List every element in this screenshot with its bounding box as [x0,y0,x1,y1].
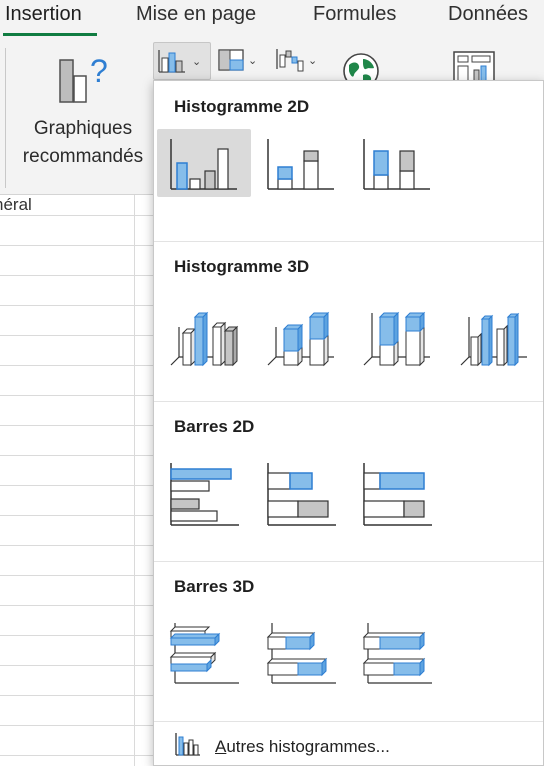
more-column-charts-label: Autres histogrammes... [215,737,390,757]
stacked-column-option[interactable] [254,129,348,197]
clustered-bar-option[interactable] [157,459,251,527]
section-divider [154,721,543,722]
waterfall-chart-icon [276,49,304,72]
3d-100-stacked-column-icon [363,311,430,367]
tab-mise-en-page[interactable]: Mise en page [136,3,257,25]
insert-waterfall-chart-dropdown[interactable]: ⌄ [272,42,322,78]
3d-stacked-column-option[interactable] [254,301,348,369]
3d-100-stacked-bar-icon [362,623,432,684]
3d-column-option[interactable] [447,301,541,369]
chevron-down-icon: ⌄ [248,55,258,67]
3d-clustered-column-option[interactable] [157,301,251,369]
map-chart-icon[interactable] [341,51,381,91]
section-title-histogramme-2d: Histogramme 2D [174,97,310,116]
grid-line [134,195,135,766]
ribbon-separator [5,48,6,188]
recommended-charts-icon: ? [59,53,108,103]
3d-column-icon [460,312,527,367]
hierarchy-chart-icon [218,49,244,71]
clustered-column-option[interactable] [157,129,251,197]
100-stacked-bar-icon [363,463,432,526]
3d-stacked-column-icon [267,311,334,367]
chevron-down-icon: ⌄ [308,55,318,67]
clustered-column-icon [170,139,237,190]
clustered-bar-icon [170,463,239,526]
column-chart-icon [175,733,200,756]
recommended-charts-label-2: recommandés [22,146,144,167]
tab-donnees[interactable]: Données [448,3,529,25]
insert-hierarchy-chart-dropdown[interactable]: ⌄ [214,42,264,78]
100-stacked-column-option[interactable] [350,129,444,197]
section-divider [154,561,543,562]
column-chart-gallery: Histogramme 2D [153,80,544,766]
3d-100-stacked-column-option[interactable] [350,301,444,369]
100-stacked-bar-option[interactable] [350,459,444,527]
3d-clustered-bar-icon [169,623,239,684]
section-title-histogramme-3d: Histogramme 3D [174,257,310,276]
more-column-charts-link[interactable]: Autres histogrammes... [154,721,543,765]
column-chart-icon [158,50,185,73]
3d-stacked-bar-option[interactable] [254,619,348,687]
more-column-charts-text: utres histogrammes... [226,737,390,756]
ribbon-tab-bar: Insertion Mise en page Formules Données [0,0,544,38]
100-stacked-column-icon [363,139,430,190]
insert-column-chart-dropdown[interactable]: ⌄ [153,42,211,80]
stacked-column-icon [267,139,334,190]
active-tab-indicator [3,33,97,36]
3d-clustered-bar-option[interactable] [157,619,251,687]
tab-formules[interactable]: Formules [313,3,397,25]
3d-clustered-column-icon [170,311,239,367]
recommended-charts-label-1: Graphiques [33,118,133,139]
chevron-down-icon: ⌄ [192,56,202,68]
section-title-barres-2d: Barres 2D [174,417,255,436]
tab-insertion[interactable]: Insertion [5,3,82,25]
stacked-bar-icon [267,463,336,526]
access-key-letter: A [215,737,227,756]
section-title-barres-3d: Barres 3D [174,577,255,596]
column-header-fragment: néral [0,195,32,214]
svg-text:?: ? [90,53,108,89]
recommended-charts-button[interactable]: ? Graphiques recommandés [10,44,156,184]
3d-100-stacked-bar-option[interactable] [350,619,444,687]
section-divider [154,401,543,402]
stacked-bar-option[interactable] [254,459,348,527]
section-divider [154,241,543,242]
3d-stacked-bar-icon [266,623,336,684]
